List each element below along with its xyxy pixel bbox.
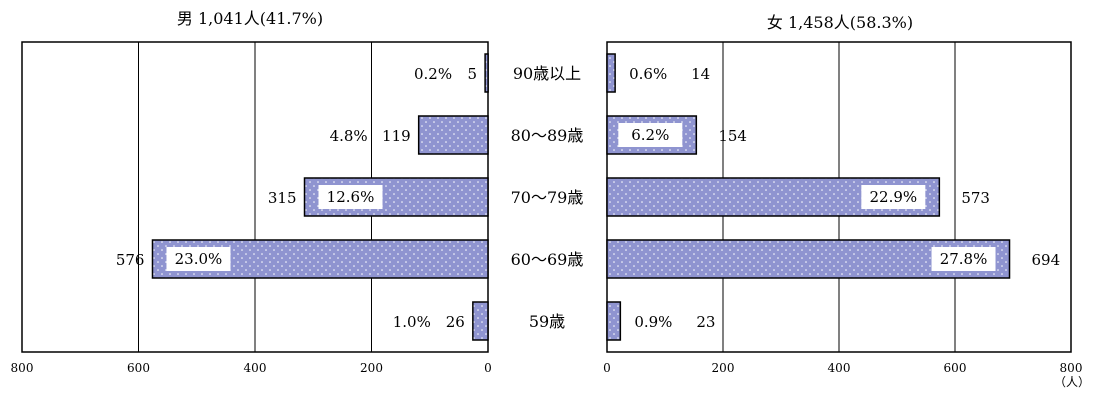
female-x-tick-label: 0 [603, 361, 611, 375]
age-category-label: 59歳 [529, 312, 565, 331]
female-percent-box [861, 185, 926, 209]
female-value-label: 23 [696, 313, 715, 331]
male-x-tick-label: 600 [127, 361, 150, 375]
female-percent-label: 6.2% [631, 126, 669, 144]
male-percent-label: 1.0% [393, 313, 431, 331]
female-value-label: 154 [718, 127, 747, 145]
female-x-tick-label: 200 [712, 361, 735, 375]
male-value-label: 26 [446, 313, 465, 331]
male-percent-box [318, 185, 383, 209]
male-percent-box [166, 247, 231, 271]
female-x-tick-label: 400 [828, 361, 851, 375]
female-percent-box [618, 123, 683, 147]
female-chart-title: 女 1,458人(58.3%) [767, 13, 913, 32]
female-bar [606, 301, 622, 341]
male-x-tick-label: 200 [360, 361, 383, 375]
unit-label: （人） [1054, 375, 1090, 389]
female-percent-label: 27.8% [940, 250, 988, 268]
female-value-label: 573 [961, 189, 990, 207]
female-percent-box [931, 247, 996, 271]
male-x-tick-label: 400 [244, 361, 267, 375]
female-percent-label: 0.9% [634, 313, 672, 331]
male-value-label: 315 [268, 189, 297, 207]
female-value-label: 14 [691, 65, 710, 83]
female-bar [606, 53, 616, 93]
female-value-label: 694 [1032, 251, 1061, 269]
male-x-tick-label: 800 [11, 361, 34, 375]
age-category-label: 70～79歳 [511, 188, 584, 207]
male-percent-label: 23.0% [175, 250, 223, 268]
female-x-tick-label: 800 [1060, 361, 1083, 375]
female-x-tick-label: 600 [944, 361, 967, 375]
male-bar [472, 301, 489, 341]
female-percent-label: 0.6% [629, 65, 667, 83]
male-chart-title: 男 1,041人(41.7%) [177, 9, 323, 28]
male-value-label: 576 [116, 251, 145, 269]
female-percent-label: 22.9% [870, 188, 918, 206]
age-category-label: 60～69歳 [511, 250, 584, 269]
male-percent-label: 0.2% [414, 65, 452, 83]
male-x-tick-label: 0 [484, 361, 492, 375]
male-bar [417, 115, 489, 155]
female-bar [606, 239, 1011, 279]
male-percent-label: 12.6% [327, 188, 375, 206]
age-category-label: 80～89歳 [511, 126, 584, 145]
age-category-label: 90歳以上 [513, 64, 581, 83]
male-bar [484, 53, 489, 93]
male-percent-label: 4.8% [330, 127, 368, 145]
male-value-label: 5 [468, 65, 478, 83]
male-value-label: 119 [382, 127, 411, 145]
